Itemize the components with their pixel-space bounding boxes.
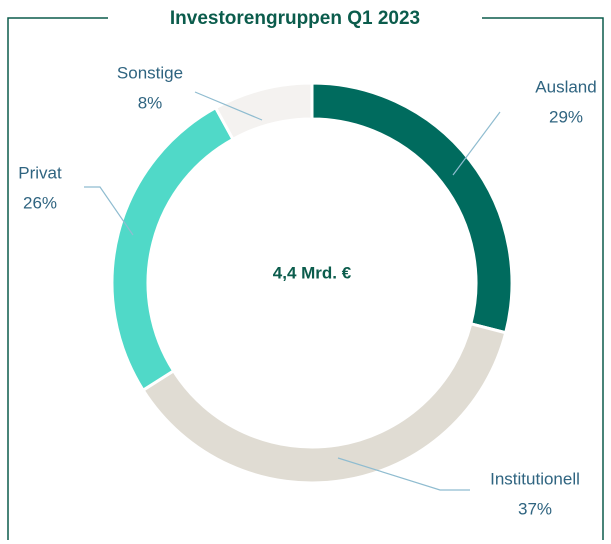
value-label: 8% bbox=[138, 93, 163, 112]
frame bbox=[482, 17, 604, 540]
leader-line bbox=[337, 457, 470, 491]
category-label: Institutionell bbox=[490, 469, 580, 488]
leader-line bbox=[452, 111, 501, 176]
donut-segment bbox=[110, 105, 236, 393]
donut-segment bbox=[141, 321, 508, 485]
value-label: 29% bbox=[549, 107, 583, 126]
donut-segment bbox=[310, 81, 514, 335]
leader-line bbox=[84, 186, 134, 236]
category-label: Privat bbox=[18, 163, 62, 182]
frame bbox=[7, 17, 108, 540]
category-label: Ausland bbox=[535, 77, 596, 96]
category-label: Sonstige bbox=[117, 63, 183, 82]
donut-segment bbox=[213, 81, 314, 142]
leader-line bbox=[194, 91, 263, 121]
value-label: 26% bbox=[23, 193, 57, 212]
value-label: 37% bbox=[518, 499, 552, 518]
chart-title: Investorengruppen Q1 2023 bbox=[170, 8, 420, 29]
center-label: 4,4 Mrd. € bbox=[273, 263, 352, 282]
